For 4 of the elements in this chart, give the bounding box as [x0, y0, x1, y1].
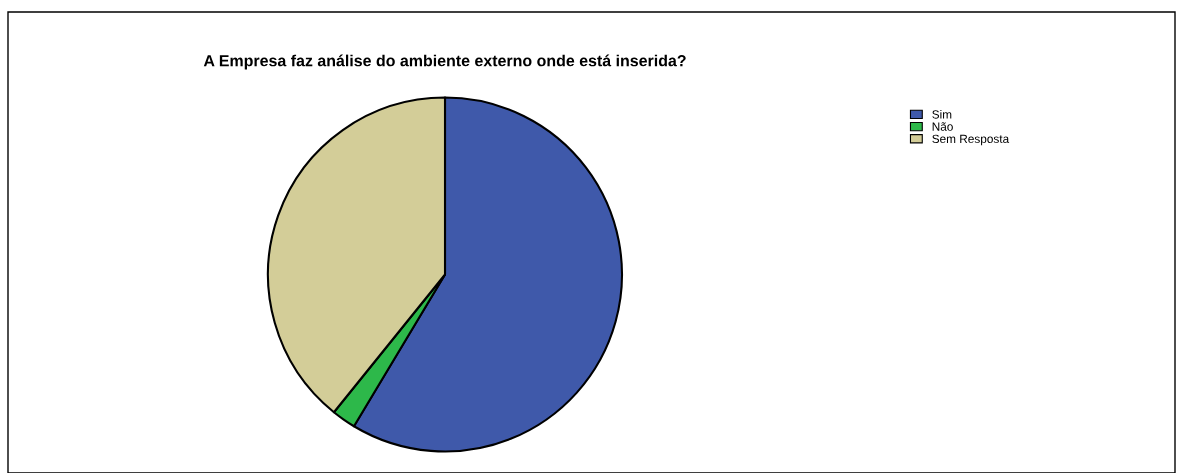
chart-title: A Empresa faz análise do ambiente externo onde está inserida? — [203, 54, 686, 70]
legend-label: Sem Resposta — [932, 134, 1010, 146]
legend-label: Não — [932, 122, 953, 131]
legend-label: Sim — [932, 109, 952, 119]
